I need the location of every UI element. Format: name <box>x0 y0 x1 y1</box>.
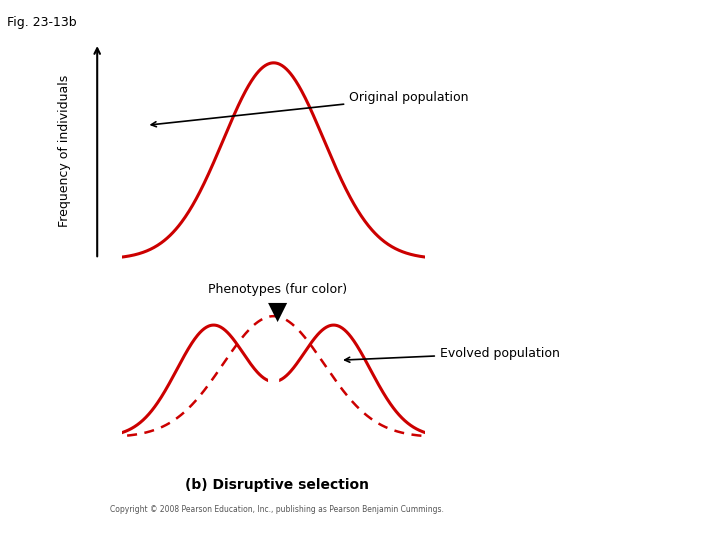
Text: Phenotypes (fur color): Phenotypes (fur color) <box>207 284 347 296</box>
Text: Frequency of individuals: Frequency of individuals <box>58 75 71 227</box>
Text: ▼: ▼ <box>268 300 287 323</box>
Text: (b) Disruptive selection: (b) Disruptive selection <box>185 478 369 492</box>
Text: Copyright © 2008 Pearson Education, Inc., publishing as Pearson Benjamin Cumming: Copyright © 2008 Pearson Education, Inc.… <box>110 505 444 514</box>
Text: Original population: Original population <box>151 91 469 127</box>
Text: Evolved population: Evolved population <box>345 347 559 362</box>
Text: Fig. 23-13b: Fig. 23-13b <box>7 16 77 29</box>
